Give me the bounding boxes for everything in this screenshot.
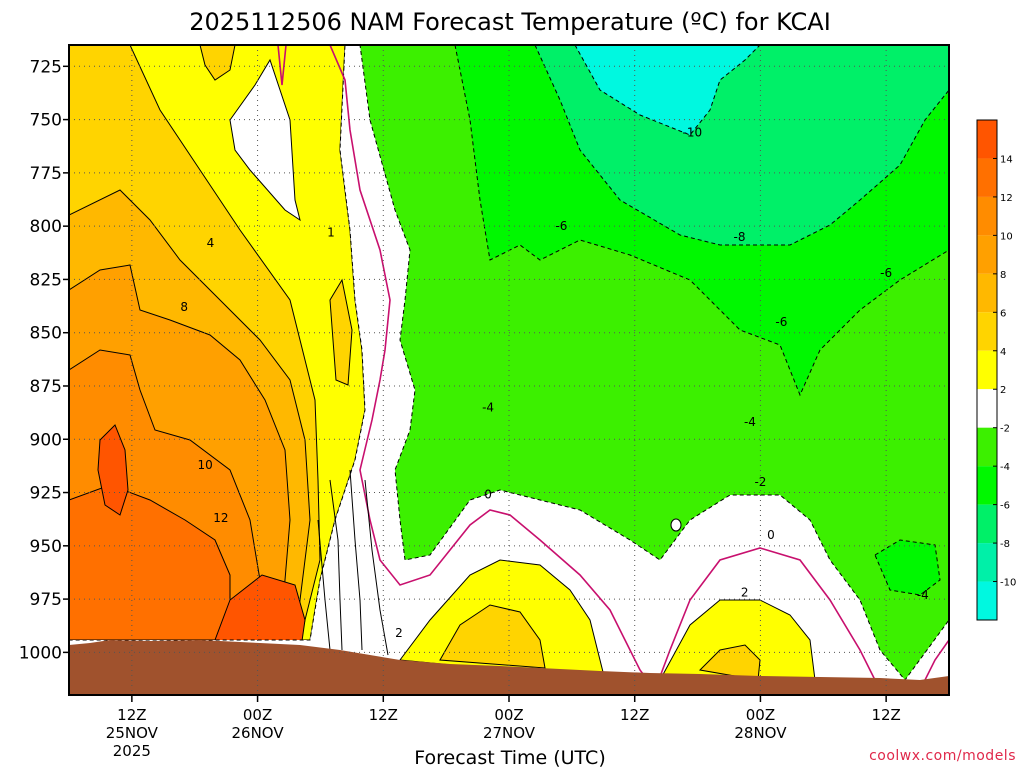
x-tick-label: 12Z [117, 706, 146, 724]
contour-label: -2 [754, 475, 766, 489]
contour-steep [317, 469, 389, 656]
x-tick-date: 28NOV [734, 724, 787, 742]
colorbar-swatch [977, 196, 997, 236]
terrain [69, 640, 949, 695]
contour-label: -4 [917, 588, 929, 602]
colorbar-label: 2 [1000, 385, 1006, 396]
colorbar-label: -8 [1000, 539, 1010, 550]
colorbar-swatch [977, 312, 997, 351]
colorbar-frame [976, 119, 998, 621]
contour-label: 4 [207, 236, 215, 250]
x-tick-label: 00Z [243, 706, 272, 724]
band-white-top [229, 58, 301, 222]
colorbar-swatch [977, 273, 997, 313]
colorbar-swatch [977, 158, 997, 197]
cold-spot [670, 518, 682, 532]
colorbar-swatch [977, 581, 997, 620]
credit-text: coolwx.com/models [869, 748, 1016, 764]
x-tick-year: 2025 [113, 742, 151, 760]
colorbar-label: 6 [1000, 308, 1006, 319]
colorbar-swatch [977, 466, 997, 505]
band-14-a [97, 424, 129, 516]
x-axis-label: Forecast Time (UTC) [414, 747, 605, 768]
x-tick-label: 12Z [369, 706, 398, 724]
contour-label: 2 [395, 626, 403, 640]
x-tick-label: 00Z [494, 706, 523, 724]
contour-label: -8 [733, 230, 745, 244]
y-tick-label: 750 [30, 111, 62, 131]
colorbar-swatch [977, 389, 997, 428]
band-0-2-right [659, 599, 816, 681]
contour-label: 2 [741, 586, 749, 600]
colorbar-label: -6 [1000, 501, 1010, 512]
contour-labels: -10 -8 -6 -6 -6 -4 -4 -4 -2 0 0 2 2 4 8 10 12 1 [180, 125, 929, 640]
contour-label: 12 [213, 511, 228, 525]
colorbar-swatch [977, 543, 997, 582]
plot-area [69, 45, 949, 695]
colorbar-label: 12 [1000, 193, 1013, 204]
y-tick-label: 725 [30, 57, 62, 77]
x-tick-label: 12Z [620, 706, 649, 724]
contour-label: -10 [683, 125, 703, 139]
colorbar-label: -10 [1000, 578, 1016, 589]
x-tick-date: 26NOV [232, 724, 285, 742]
band-4-blob2 [329, 278, 353, 386]
contour-label: 0 [767, 528, 775, 542]
colorbar-swatch [977, 120, 997, 159]
colorbar: 14 12 10 8 6 4 2 -2 -4 -6 -8 -10 [976, 119, 1016, 621]
y-tick-label: 925 [30, 484, 62, 504]
x-tick-label: 00Z [746, 706, 775, 724]
contour-label: -4 [744, 415, 756, 429]
y-tick-label: 775 [30, 164, 62, 184]
colorbar-label: 10 [1000, 231, 1013, 242]
colorbar-label: 4 [1000, 347, 1006, 358]
y-axis: 725 750 775 800 825 850 875 900 925 950 975 1000 [19, 57, 69, 663]
y-tick-label: 900 [30, 430, 62, 450]
colorbar-swatch [977, 350, 997, 390]
contour-label: -6 [880, 266, 892, 280]
contour-label: -6 [555, 219, 567, 233]
colorbar-label: -4 [1000, 462, 1010, 473]
contour-label: 0 [484, 488, 492, 502]
contour-label: -6 [775, 315, 787, 329]
colorbar-label: -2 [1000, 424, 1010, 435]
colorbar-swatch [977, 235, 997, 274]
band-white-freeze [69, 45, 949, 695]
colorbar-swatch [977, 427, 997, 467]
x-tick-label: 12Z [871, 706, 900, 724]
y-tick-label: 950 [30, 537, 62, 557]
contour-label: 10 [198, 458, 213, 472]
contour-label: -4 [482, 400, 494, 414]
y-tick-label: 850 [30, 324, 62, 344]
y-tick-label: 800 [30, 217, 62, 237]
y-tick-label: 875 [30, 377, 62, 397]
colorbar-swatch [977, 504, 997, 544]
band-4-blob [199, 45, 236, 81]
x-tick-date: 25NOV [106, 724, 159, 742]
colorbar-label: 8 [1000, 270, 1006, 281]
freezing-line-top [277, 45, 287, 86]
y-tick-label: 975 [30, 590, 62, 610]
colorbar-label: 14 [1000, 154, 1013, 165]
chart-title: 2025112506 NAM Forecast Temperature (ºC)… [189, 8, 831, 36]
y-tick-label: 825 [30, 270, 62, 290]
freezing-line [329, 45, 881, 691]
band-minus10 [574, 45, 761, 136]
cold-pocket-right [874, 539, 941, 596]
contour-label: 1 [327, 226, 335, 240]
grid [69, 45, 949, 695]
contour-label: 8 [180, 300, 188, 314]
band-2-4-left [439, 604, 546, 669]
y-tick-label: 1000 [19, 643, 62, 663]
x-tick-date: 27NOV [483, 724, 536, 742]
